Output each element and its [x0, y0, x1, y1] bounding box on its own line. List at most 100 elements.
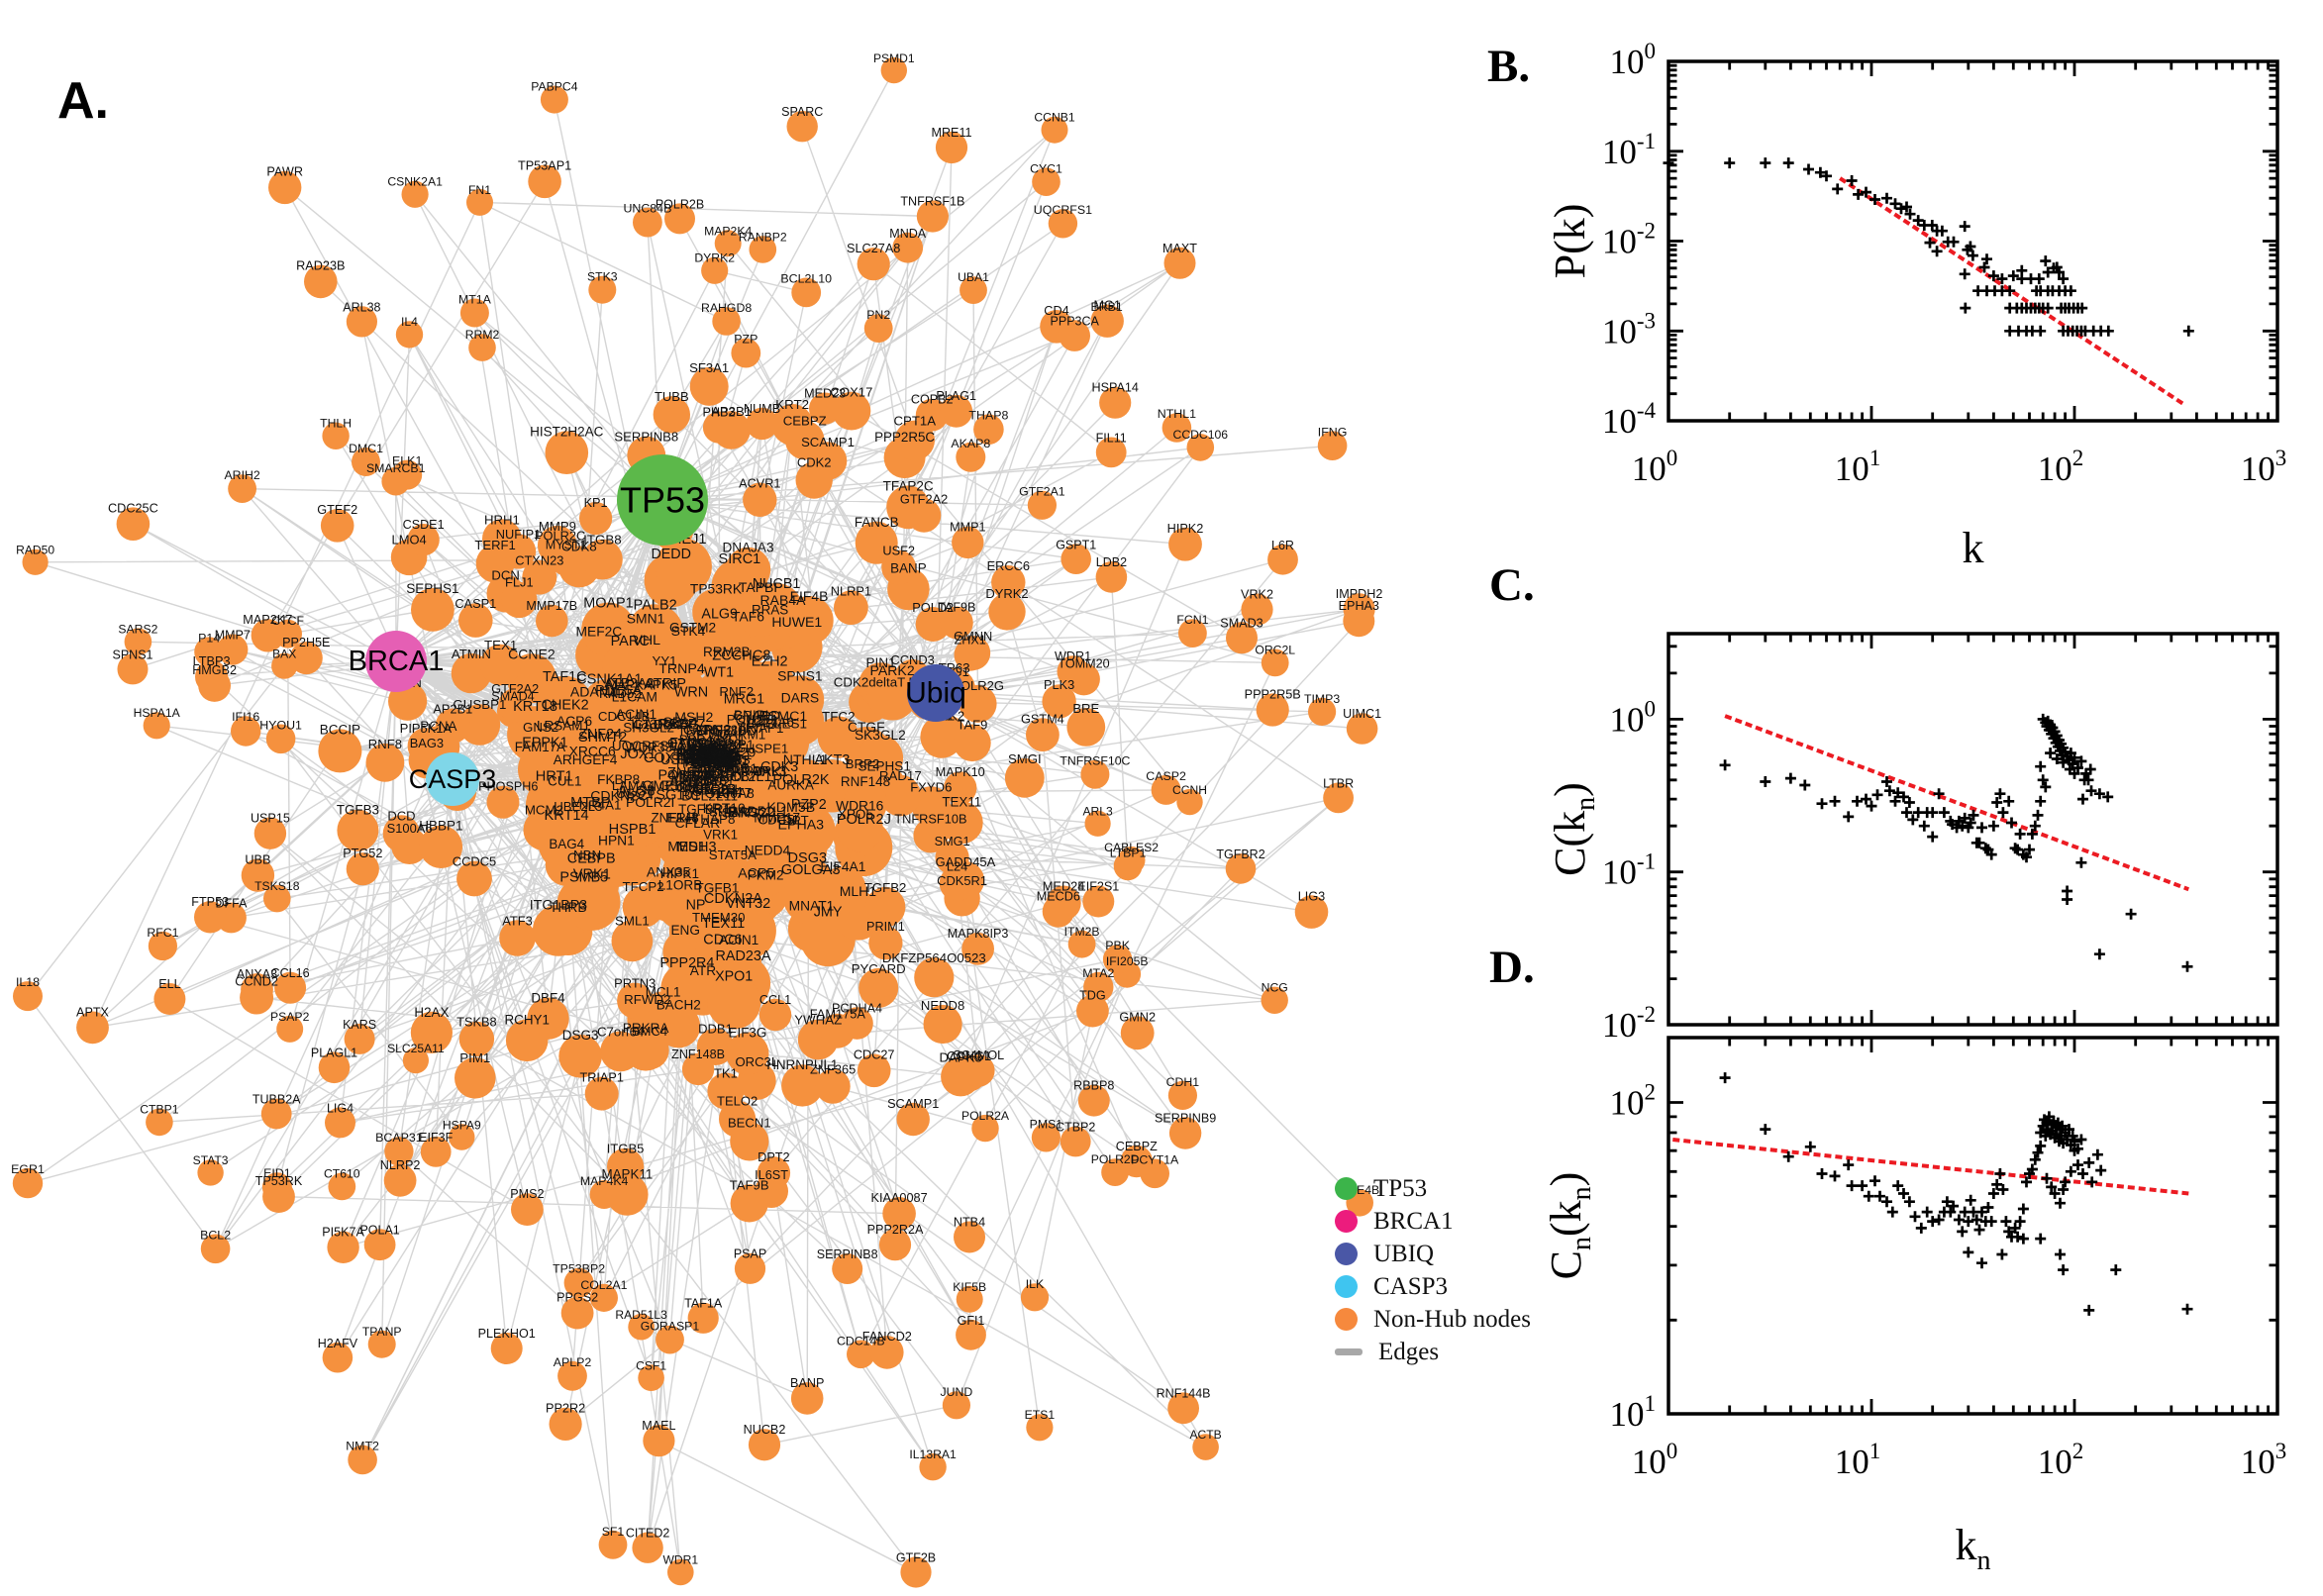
network-node	[608, 790, 665, 848]
node-label: GSTM2	[669, 620, 716, 635]
network-node	[866, 669, 918, 721]
node-label: NOL3	[677, 744, 714, 759]
node-label: LAMA4	[612, 778, 655, 793]
node-label: TSG101	[647, 787, 700, 803]
network-node	[1261, 648, 1289, 677]
node-label: BRF1	[700, 773, 735, 788]
network-node	[289, 642, 323, 675]
node-label: POLR2K	[772, 772, 830, 788]
node-label: JUND	[941, 1385, 973, 1399]
network-node	[952, 526, 984, 559]
node-label: SC4MOL	[953, 1048, 1004, 1062]
node-label: FAM173A	[684, 754, 743, 769]
node-label: TGFB3	[337, 803, 379, 818]
network-node	[1057, 655, 1089, 688]
legend-item-non-hub-nodes: Non-Hub nodes	[1335, 1303, 1531, 1336]
node-label: ANX35	[647, 863, 691, 879]
network-node	[194, 901, 227, 934]
network-node	[320, 509, 354, 543]
network-node	[1059, 320, 1090, 351]
node-label: SMAD3	[1220, 616, 1262, 630]
network-node	[391, 828, 428, 864]
node-label: PPP2R5B	[1245, 687, 1301, 701]
network-node	[791, 277, 822, 308]
node-label: PPP2R2A	[867, 1223, 924, 1237]
node-label: RNF148	[841, 774, 890, 789]
network-node	[1076, 994, 1109, 1028]
node-label: DMC1	[349, 442, 383, 455]
network-node	[1083, 971, 1114, 1003]
node-label: HDAC8	[694, 755, 739, 770]
node-label: EIF2S1	[1077, 880, 1119, 894]
node-label: YWHAZ	[794, 1013, 842, 1028]
fit-line	[1724, 714, 2190, 892]
node-label: MCM2	[525, 802, 563, 817]
network-node	[352, 448, 380, 476]
node-label: S100A8	[706, 786, 755, 801]
node-label: NEDD4	[745, 843, 791, 857]
network-node	[401, 180, 429, 208]
network-node	[260, 1098, 292, 1130]
network-node	[1167, 1080, 1197, 1110]
network-node	[1095, 561, 1128, 593]
node-label: CTBP2	[1056, 1121, 1095, 1135]
plot-frame	[1666, 59, 2279, 423]
tick-label: 10-2	[1602, 219, 1656, 261]
node-label: SH3GL2	[623, 720, 674, 735]
network-node	[781, 804, 836, 857]
node-label: SHMT2	[578, 730, 627, 746]
node-label: RNF144B	[1157, 1387, 1211, 1401]
node-label: EIF4A1	[820, 859, 865, 874]
network-node	[954, 724, 991, 762]
network-node	[942, 1391, 971, 1420]
network-node	[746, 407, 778, 441]
tick-label: 103	[2241, 1439, 2287, 1481]
network-node	[916, 200, 950, 233]
node-label: CDK5R1	[937, 873, 987, 888]
node-label: RRM1	[676, 747, 715, 761]
node-label: THRB	[550, 899, 587, 915]
network-node	[1026, 718, 1060, 751]
network-node	[915, 607, 951, 642]
node-label: ALG9	[701, 607, 738, 623]
node-label: CTXN23	[515, 553, 563, 568]
node-label: DCN	[491, 567, 519, 582]
network-node	[241, 858, 275, 892]
node-label: SERPINB9	[1155, 1111, 1216, 1125]
node-label: NTHL1	[1158, 407, 1196, 421]
network-node	[868, 926, 903, 960]
node-label: XPO5	[838, 807, 873, 822]
node-label: UBE2L3	[554, 799, 602, 814]
legend-label: UBIQ	[1373, 1240, 1435, 1267]
node-label: NR4A1	[579, 798, 622, 813]
network-node	[858, 967, 899, 1008]
node-label: PRTN3	[614, 976, 656, 991]
network-node	[499, 920, 536, 956]
network-node	[834, 590, 868, 626]
node-label: PSMD1	[873, 51, 915, 65]
node-label: ENG	[670, 923, 699, 938]
fit-line	[1839, 176, 2186, 407]
network-node	[325, 1107, 355, 1139]
node-label: PCNA	[420, 719, 456, 734]
node-label: TCAP	[677, 747, 715, 762]
node-label: CABLES2	[1104, 841, 1159, 854]
network-node	[384, 1137, 414, 1166]
network-node	[1140, 1158, 1169, 1189]
node-label: EZH2	[752, 654, 788, 670]
node-label: NUMB	[744, 402, 780, 416]
network-node	[693, 613, 747, 666]
node-label: TIMP3	[1304, 692, 1340, 706]
node-label: HNRNPUL1	[766, 1057, 838, 1072]
node-label: BANP	[790, 1376, 824, 1390]
node-labels-layer: TP53RKKIAA0087THAP8CDC14BDSG3NTHL1VRK1CE…	[11, 51, 1382, 1567]
node-label: NUCB2	[744, 1423, 786, 1437]
panel-b-label: B.	[1487, 41, 1531, 92]
node-label: NBN	[573, 848, 601, 862]
node-label: WRN	[674, 684, 708, 700]
node-label: MED24	[1043, 878, 1085, 893]
network-node	[589, 1180, 619, 1209]
network-node	[870, 1336, 904, 1369]
node-label: ERCC2	[729, 805, 775, 820]
node-label: NUFIP1	[496, 527, 542, 542]
